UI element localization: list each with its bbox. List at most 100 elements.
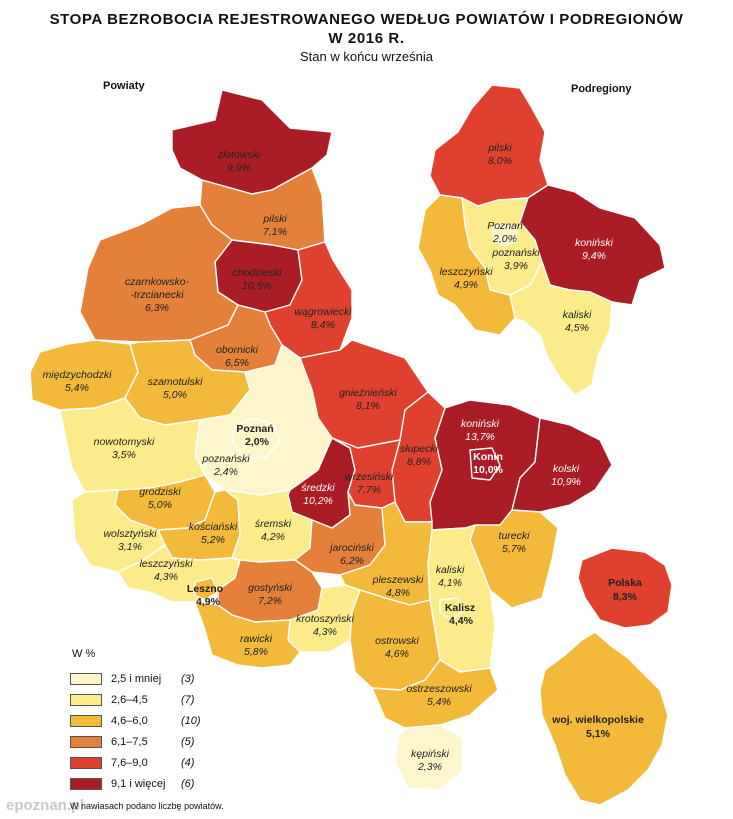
label-wrzesinski-value: 7,7% <box>357 484 381 496</box>
sub-label-poznan-value: 2,0% <box>492 233 517 245</box>
label-koscianski-value: 5,2% <box>201 534 225 546</box>
label-poznanski-name: poznański <box>201 453 250 465</box>
legend: W % 2,5 i mniej (3) 2,6–4,5 (7) 4,6–6,0 … <box>70 648 201 794</box>
legend-row: 7,6–9,0 (4) <box>70 752 201 773</box>
map-title: STOPA BEZROBOCIA REJESTROWANEGO WEDŁUG P… <box>0 10 733 48</box>
label-kepinski-value: 2,3% <box>417 761 442 773</box>
legend-count: (6) <box>181 777 195 790</box>
label-konin-value: 10,0% <box>473 464 503 476</box>
legend-row: 4,6–6,0 (10) <box>70 710 201 731</box>
label-krotoszynski-value: 4,3% <box>313 626 337 638</box>
label-poznanski-value: 2,4% <box>213 466 238 478</box>
label-wolsztynski-value: 3,1% <box>118 541 142 553</box>
sub-label-poznanski-name: poznański <box>491 247 540 259</box>
legend-swatch <box>70 777 102 790</box>
legend-count: (3) <box>181 672 195 685</box>
sub-label-koninski-name: koniński <box>575 237 614 249</box>
sub-label-koninski-value: 9,4% <box>582 250 606 262</box>
sub-label-kaliski-name: kaliski <box>563 309 592 321</box>
label-turecki-value: 5,7% <box>502 543 526 555</box>
label-szamotulski-value: 5,0% <box>163 389 187 401</box>
label-gniezninski-value: 8,1% <box>356 400 380 412</box>
legend-range: 9,1 i więcej <box>111 777 166 790</box>
region-kolski <box>511 417 613 513</box>
label-kalisz-value: 4,4% <box>449 615 474 627</box>
subregion-kaliski <box>509 261 613 396</box>
label-czarnkowsko-name-2: -trzcianecki <box>130 289 184 301</box>
legend-row: 2,5 i mniej (3) <box>70 668 201 689</box>
label-koninski-name: koniński <box>461 418 500 430</box>
label-poznan-name: Poznań <box>236 423 273 435</box>
legend-swatch <box>70 735 102 748</box>
label-sredzki-value: 10,2% <box>303 495 333 507</box>
sub-label-leszczynski-name: leszczyński <box>439 266 493 278</box>
label-konin-name: Konin <box>473 451 503 463</box>
region-czarnkowsko-trzcianecki <box>79 204 239 343</box>
label-rawicki-name: rawicki <box>240 633 273 645</box>
label-czarnkowsko-name-1: czarnkowsko- <box>125 276 190 288</box>
legend-range: 2,6–4,5 <box>111 693 148 706</box>
label-czarnkowsko-value: 6,3% <box>145 302 169 314</box>
region-konin <box>469 447 501 481</box>
label-pilski-value: 7,1% <box>263 226 287 238</box>
region-kalisz <box>439 597 463 621</box>
watermark-text: epoznan.pl <box>6 797 85 814</box>
region-poznanski <box>194 344 333 496</box>
label-sremski-value: 4,2% <box>261 531 285 543</box>
label-ostrzeszowski-name: ostrzeszowski <box>406 683 472 695</box>
label-wojewodztwo-value: 5,1% <box>586 728 611 740</box>
label-turecki-name: turecki <box>499 530 531 542</box>
legend-count: (10) <box>181 714 201 727</box>
label-jarocinski-value: 6,2% <box>340 555 364 567</box>
label-gniezninski-name: gnieźnieński <box>339 387 397 399</box>
legend-count: (5) <box>181 735 195 748</box>
label-kolski-name: kolski <box>553 463 580 475</box>
label-slupecki-value: 8,8% <box>407 456 431 468</box>
label-miedzychodzki-name: międzychodzki <box>43 369 113 381</box>
label-kaliski-value: 4,1% <box>438 577 462 589</box>
label-kepinski-name: kępiński <box>411 748 450 760</box>
label-pleszewski-value: 4,8% <box>386 587 410 599</box>
legend-title: W % <box>72 648 96 660</box>
label-zlotowski-value: 9,9% <box>227 162 251 174</box>
label-szamotulski-name: szamotulski <box>148 376 204 388</box>
label-slupecki-name: słupecki <box>400 443 439 455</box>
label-ostrowski-name: ostrowski <box>375 635 419 647</box>
label-poznan-value: 2,0% <box>245 436 270 448</box>
label-sremski-name: śremski <box>255 518 292 530</box>
legend-row: 6,1–7,5 (5) <box>70 731 201 752</box>
label-leszczynski-value: 4,3% <box>154 571 178 583</box>
legend-range: 4,6–6,0 <box>111 714 148 727</box>
label-wojewodztwo-name: woj. wielkopolskie <box>551 714 644 726</box>
legend-swatch <box>70 672 102 685</box>
legend-row: 2,6–4,5 (7) <box>70 689 201 710</box>
label-chodzieski-name: chodzieski <box>232 267 282 279</box>
region-poznan <box>231 417 281 459</box>
label-sredzki-name: średzki <box>301 482 335 494</box>
label-obornicki-value: 6,5% <box>225 357 249 369</box>
label-grodziski-name: grodziski <box>139 486 181 498</box>
label-krotoszynski-name: krotoszyński <box>296 613 354 625</box>
label-ostrowski-value: 4,6% <box>385 648 409 660</box>
label-koninski-value: 13,7% <box>465 431 495 443</box>
label-chodzieski-value: 10,5% <box>242 280 272 292</box>
region-wolsztynski <box>71 489 166 573</box>
label-polska-name: Polska <box>608 577 642 589</box>
legend-swatch <box>70 714 102 727</box>
legend-range: 7,6–9,0 <box>111 756 148 769</box>
section-heading-podregiony: Podregiony <box>571 83 632 95</box>
label-grodziski-value: 5,0% <box>148 499 172 511</box>
region-rawicki <box>194 601 301 669</box>
label-pilski-name: pilski <box>262 213 287 225</box>
footnote: W nawiasach podano liczbę powiatów. <box>70 801 224 811</box>
legend-count: (7) <box>181 693 195 706</box>
legend-swatch <box>70 693 102 706</box>
label-gostynski-value: 7,2% <box>258 595 282 607</box>
label-miedzychodzki-value: 5,4% <box>65 382 89 394</box>
title-line-2: W 2016 R. <box>328 30 405 47</box>
label-leszno-value: 4,9% <box>196 596 221 608</box>
sub-label-leszczynski-value: 4,9% <box>454 279 478 291</box>
sub-label-pilski-value: 8,0% <box>488 155 512 167</box>
label-nowotomyski-name: nowotomyski <box>94 436 155 448</box>
